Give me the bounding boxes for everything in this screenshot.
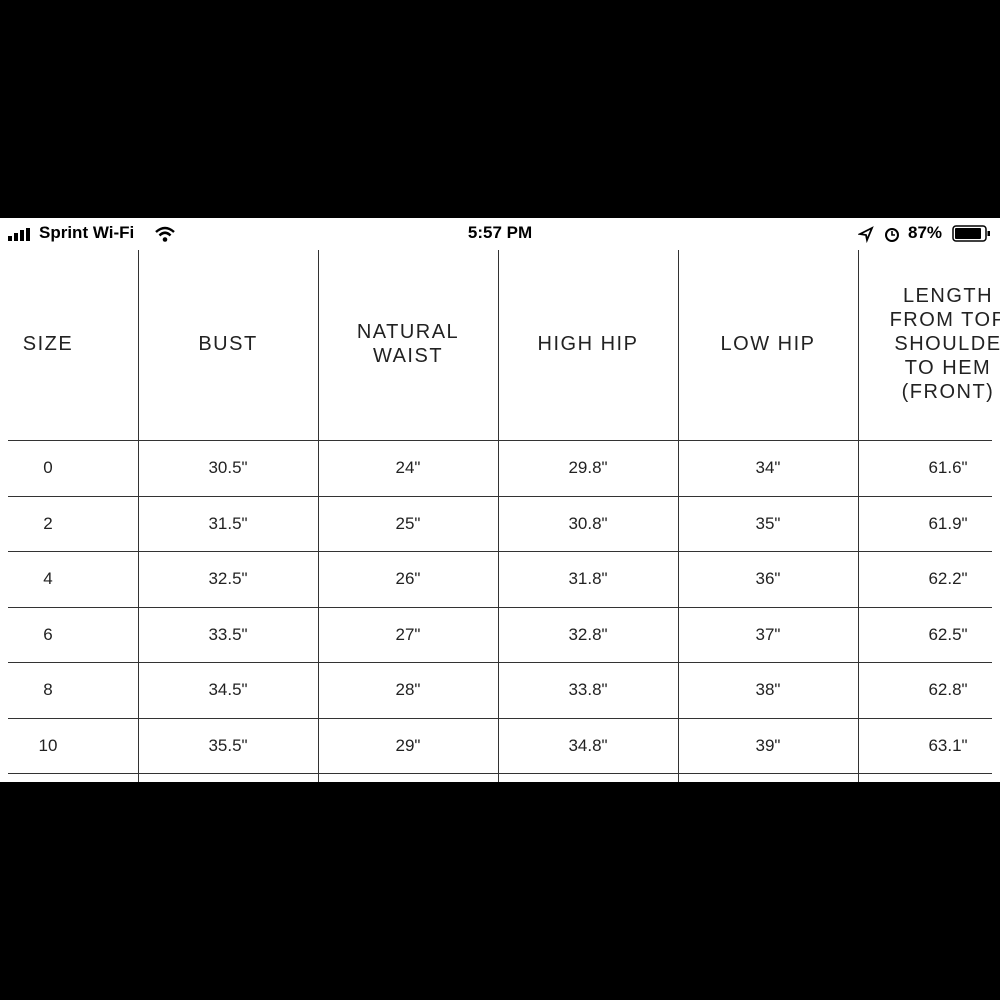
table-cell: 32.8" <box>568 625 608 644</box>
table-cell: 39" <box>755 736 781 755</box>
battery-percent: 87% <box>908 223 943 242</box>
table-cell: 37" <box>755 625 781 644</box>
column-header: SHOULDE <box>894 333 1000 355</box>
column-header: LOW HIP <box>720 333 816 355</box>
table-cell: 62.8" <box>928 680 968 699</box>
table-cell: 34.8" <box>568 736 608 755</box>
table-cell: 38" <box>755 680 781 699</box>
column-header: LENGTH <box>902 285 994 307</box>
row-divider <box>8 496 992 497</box>
table-cell: 62.5" <box>928 625 968 644</box>
battery-icon <box>952 225 990 242</box>
table-cell: 61.6" <box>928 458 968 477</box>
row-divider <box>8 662 992 663</box>
table-cell: 8 <box>43 680 53 699</box>
time: 5:57 PM <box>467 223 533 242</box>
row-divider <box>8 773 992 774</box>
table-cell: 29" <box>395 736 421 755</box>
table-cell: 35" <box>755 514 781 533</box>
table-cell: 27" <box>395 625 421 644</box>
column-divider <box>318 250 319 782</box>
signal-icon <box>8 228 30 241</box>
table-cell: 24" <box>395 458 421 477</box>
table-cell: 36" <box>755 569 781 588</box>
column-divider <box>858 250 859 782</box>
carrier: Sprint Wi-Fi <box>39 223 135 242</box>
table-cell: 61.9" <box>928 514 968 533</box>
table-cell: 62.2" <box>928 569 968 588</box>
table-cell: 29.8" <box>568 458 608 477</box>
column-header: NATURAL <box>356 321 460 343</box>
row-divider <box>8 440 992 441</box>
row-divider <box>8 551 992 552</box>
status-icons <box>858 226 899 244</box>
column-header: BUST <box>198 333 258 355</box>
column-header: TO HEM <box>904 357 992 379</box>
table-cell: 6 <box>43 625 53 644</box>
row-divider <box>8 718 992 719</box>
table-cell: 34" <box>755 458 781 477</box>
table-cell: 0 <box>43 458 53 477</box>
table-cell: 33.5" <box>208 625 248 644</box>
column-divider <box>498 250 499 782</box>
table-cell: 25" <box>395 514 421 533</box>
column-header: SIZE <box>22 333 74 355</box>
table-cell: 30.8" <box>568 514 608 533</box>
column-divider <box>678 250 679 782</box>
column-header: HIGH HIP <box>537 333 639 355</box>
table-cell: 30.5" <box>208 458 248 477</box>
table-cell: 4 <box>43 569 53 588</box>
column-header: (FRONT) <box>901 381 995 403</box>
table-cell: 2 <box>43 514 53 533</box>
table-cell: 63.1" <box>928 736 968 755</box>
table-cell: 26" <box>395 569 421 588</box>
table-cell: 33.8" <box>568 680 608 699</box>
table-cell: 34.5" <box>208 680 248 699</box>
table-cell: 10 <box>38 736 58 755</box>
table-cell: 31.5" <box>208 514 248 533</box>
column-header: FROM TOP <box>889 309 1000 331</box>
wifi-icon <box>155 226 175 242</box>
table-cell: 32.5" <box>208 569 248 588</box>
row-divider <box>8 607 992 608</box>
table-cell: 35.5" <box>208 736 248 755</box>
column-divider <box>138 250 139 782</box>
table-cell: 31.8" <box>568 569 608 588</box>
column-header: WAIST <box>372 345 444 367</box>
table-cell: 28" <box>395 680 421 699</box>
screen: Sprint Wi-Fi 5:57 PM 87% SIZE BUST NATURAL… <box>0 218 1000 782</box>
